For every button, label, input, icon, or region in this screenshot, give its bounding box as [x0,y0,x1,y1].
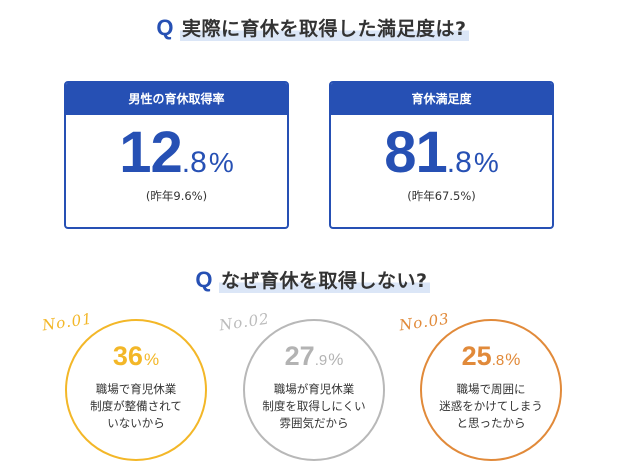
question-text: 実際に育休を取得した満足度は? [180,14,469,41]
stat-percent-sign: % [208,147,234,178]
reason-integer: 36 [112,341,143,371]
big-stat: 81.8% [331,124,552,182]
rank-label-3: No.03 [397,309,451,335]
reason-line: 制度が整備されて [90,399,182,413]
reason-percentage: 25.8% [422,341,560,372]
reason-line: 制度を取得しにくい [262,399,366,413]
rank-label-1: No.01 [40,309,94,335]
reason-text: 職場で育児休業 制度が整備されて いないから [67,381,205,432]
reason-percentage: 27.9% [245,341,383,372]
question-satisfaction-title: Q 実際に育休を取得した満足度は? [0,14,625,41]
reason-integer: 25 [461,341,492,371]
stat-percent-sign: % [473,147,499,178]
reason-line: 迷惑をかけてしまう [439,399,543,413]
previous-year-note: (昨年9.6%) [145,189,208,203]
leave-satisfaction-card: 育休満足度 81.8% (昨年67.5%) [329,81,554,229]
reason-line: いないから [107,416,165,430]
reason-decimal: .8 [491,352,505,369]
reason-text: 職場で周囲に 迷惑をかけてしまう と思ったから [422,381,560,432]
reason-line: 雰囲気だから [279,416,349,430]
reason-text: 職場が育児休業 制度を取得しにくい 雰囲気だから [245,381,383,432]
reason-percent-sign: % [505,350,521,369]
reason-decimal: .9 [314,352,328,369]
reason-integer: 27 [284,341,315,371]
question-text: なぜ育休を取得しない? [219,266,430,293]
stat-decimal: .8 [446,146,472,179]
reason-circle-2: 27.9% 職場が育児休業 制度を取得しにくい 雰囲気だから [243,319,385,461]
previous-year-note: (昨年67.5%) [407,189,476,203]
reason-line: と思ったから [456,416,526,430]
reason-percent-sign: % [328,350,344,369]
reason-percent-sign: % [143,350,160,369]
rank-label-2: No.02 [217,309,271,335]
question-why-not-title: Q なぜ育休を取得しない? [0,266,625,293]
question-mark-q: Q [195,267,214,292]
stat-decimal: .8 [181,146,207,179]
card-header: 育休満足度 [331,83,552,115]
stat-integer: 12 [119,120,183,185]
reason-percentage: 36% [67,341,205,372]
reason-line: 職場が育児休業 [273,382,355,396]
question-mark-q: Q [156,15,175,40]
reason-line: 職場で周囲に [456,382,526,396]
big-stat: 12.8% [66,124,287,182]
paternity-leave-rate-card: 男性の育休取得率 12.8% (昨年9.6%) [64,81,289,229]
reason-circle-3: 25.8% 職場で周囲に 迷惑をかけてしまう と思ったから [420,319,562,461]
reason-line: 職場で育児休業 [95,382,177,396]
stat-integer: 81 [384,120,448,185]
reason-circle-1: 36% 職場で育児休業 制度が整備されて いないから [65,319,207,461]
card-header: 男性の育休取得率 [66,83,287,115]
